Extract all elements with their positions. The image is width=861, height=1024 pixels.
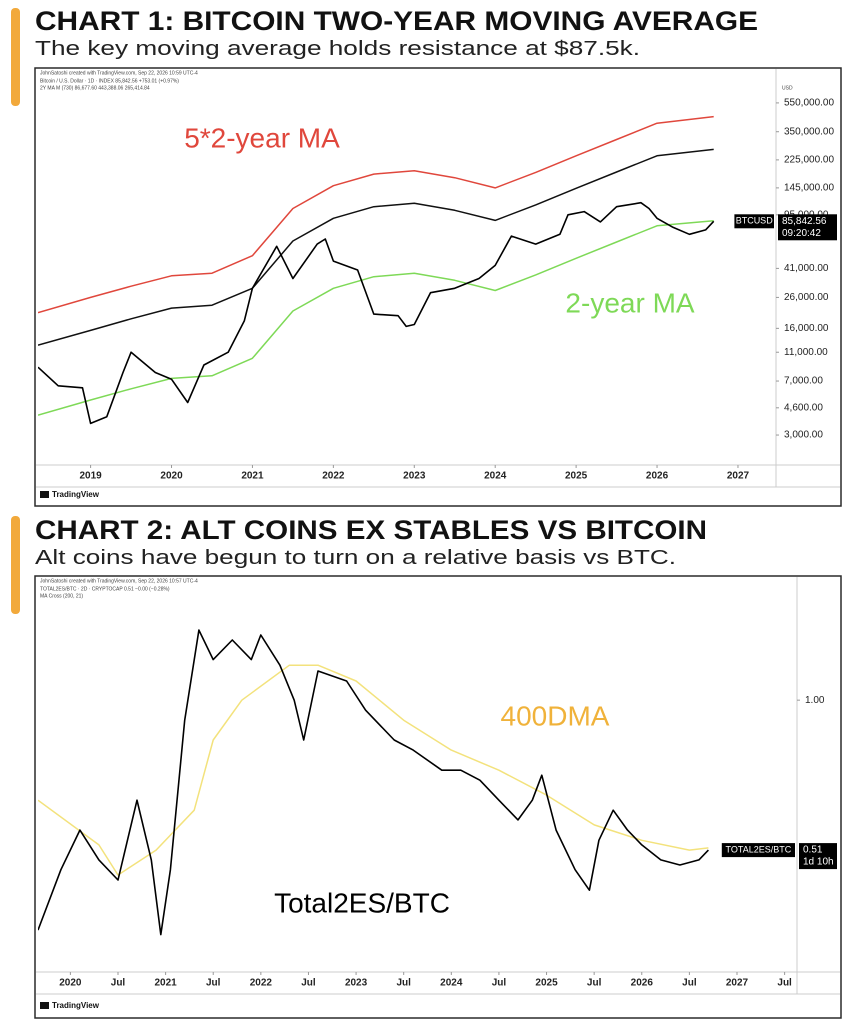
info-line: 2Y MA M (730) 86,677.60 443,388.06 265,4… <box>40 85 150 91</box>
source-note: JohnSatoshi created with TradingView.com… <box>40 578 198 584</box>
x-tick-label: 2027 <box>726 978 749 989</box>
x-tick-label: 2024 <box>484 471 507 482</box>
y-tick-label: 145,000.00 <box>784 183 834 194</box>
price-tag-countdown: 1d 10h <box>803 857 834 868</box>
y-tick-label: 41,000.00 <box>784 263 829 274</box>
x-tick-label: 2023 <box>345 978 368 989</box>
y-tick-label: 1.00 <box>805 695 825 706</box>
price-tag-box <box>799 843 837 870</box>
x-tick-label: Jul <box>682 978 697 989</box>
source-note: JohnSatoshi created with TradingView.com… <box>40 70 198 76</box>
y-tick-label: 350,000.00 <box>784 126 834 137</box>
x-tick-label: Jul <box>777 978 792 989</box>
price-tag-countdown: 09:20:42 <box>782 228 821 239</box>
series-label: 400DMA <box>501 700 610 731</box>
x-tick-label: 2022 <box>322 471 345 482</box>
series-line <box>38 201 715 425</box>
price-tag-box <box>778 214 837 241</box>
series-line <box>38 219 714 416</box>
x-tick-label: Jul <box>396 978 411 989</box>
x-tick-label: 2026 <box>646 471 669 482</box>
price-tag-value: 0.51 <box>803 845 823 856</box>
x-tick-label: 2025 <box>535 978 558 989</box>
info-line: Bitcoin / U.S. Dollar · 1D · INDEX 85,84… <box>40 78 179 84</box>
y-tick-label: 7,000.00 <box>784 376 823 387</box>
x-tick-label: 2026 <box>631 978 654 989</box>
price-tag-symbol-box <box>734 214 774 229</box>
price-tag-symbol: TOTAL2ES/BTC <box>726 844 792 854</box>
accent-bar <box>11 8 20 106</box>
info-line: MA Cross (200, 21) <box>40 593 83 599</box>
x-tick-label: 2020 <box>59 978 82 989</box>
plot-area <box>38 115 715 425</box>
x-tick-label: Jul <box>301 978 316 989</box>
x-tick-label: 2027 <box>727 471 750 482</box>
chart-frame <box>34 67 842 507</box>
x-tick-label: Jul <box>587 978 602 989</box>
x-tick-label: Jul <box>111 978 126 989</box>
brand-logo <box>40 1002 49 1009</box>
y-tick-label: 3,000.00 <box>784 430 823 441</box>
chart-title: CHART 2: ALT COINS EX STABLES VS BITCOIN <box>35 515 707 545</box>
chart-subtitle: The key moving average holds resistance … <box>35 38 640 60</box>
accent-bar <box>11 516 20 614</box>
chart-frame <box>34 575 842 1019</box>
price-tag-value: 85,842.56 <box>782 216 827 227</box>
brand: TradingView <box>52 1001 100 1010</box>
y-tick-label: 16,000.00 <box>784 323 829 334</box>
x-tick-label: 2022 <box>250 978 273 989</box>
x-tick-label: 2020 <box>160 471 183 482</box>
y-tick-label: 4,600.00 <box>784 402 823 413</box>
plot-area <box>38 629 709 936</box>
x-tick-label: 2021 <box>154 978 177 989</box>
series-line <box>38 115 714 314</box>
y-tick-label: 225,000.00 <box>784 155 834 166</box>
x-tick-label: Jul <box>206 978 221 989</box>
series-label: Total2ES/BTC <box>274 887 450 918</box>
x-tick-label: 2024 <box>440 978 463 989</box>
y-tick-label: 26,000.00 <box>784 292 829 303</box>
x-tick-label: Jul <box>492 978 507 989</box>
chart-subtitle: Alt coins have begun to turn on a relati… <box>35 547 676 569</box>
series-label: 5*2-year MA <box>184 122 340 153</box>
info-line: TOTAL2ES/BTC · 2D · CRYPTOCAP 0.51 −0.00… <box>40 586 170 592</box>
price-tag-symbol: BTCUSD <box>736 216 774 226</box>
brand-logo <box>40 491 49 498</box>
y-unit: USD <box>782 85 793 91</box>
x-tick-label: 2023 <box>403 471 426 482</box>
x-tick-label: 2021 <box>241 471 264 482</box>
x-tick-label: 2025 <box>565 471 588 482</box>
brand: TradingView <box>52 490 100 499</box>
series-label: 2-year MA <box>565 287 694 318</box>
series-line <box>38 629 709 936</box>
x-tick-label: 2019 <box>79 471 102 482</box>
y-tick-label: 11,000.00 <box>784 347 828 358</box>
price-tag-symbol-box <box>721 843 795 858</box>
series-line <box>38 148 714 346</box>
chart-title: CHART 1: BITCOIN TWO-YEAR MOVING AVERAGE <box>35 6 758 36</box>
y-tick-label: 550,000.00 <box>784 98 834 109</box>
